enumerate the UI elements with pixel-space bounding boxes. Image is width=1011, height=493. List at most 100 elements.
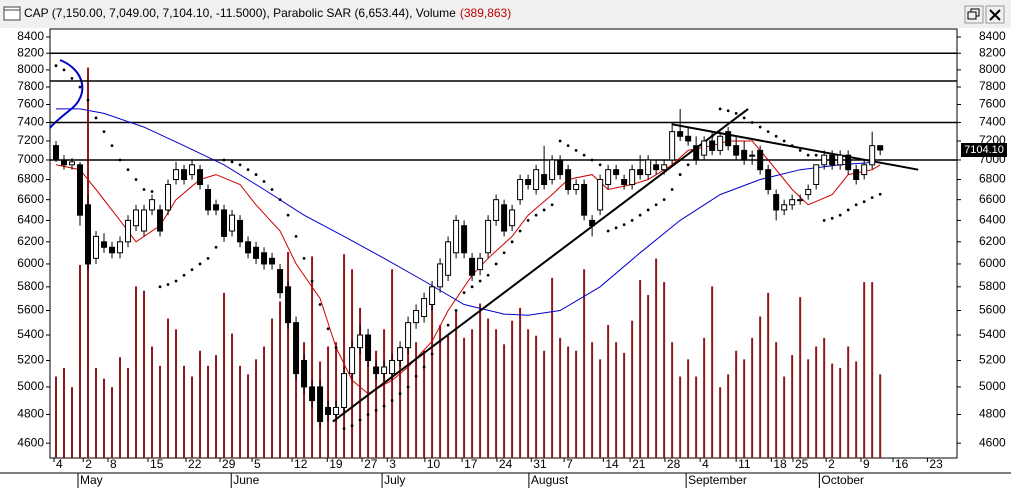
sar-dot [726,109,730,113]
volume-bar [255,359,258,458]
candle-body [501,204,508,232]
sar-dot [270,188,274,191]
volume-bar [759,316,762,458]
volume-bar [751,337,754,458]
candle-body [309,386,316,402]
sar-dot [94,116,98,120]
candle-body [405,322,412,349]
volume-bar [839,367,842,458]
y-tick-label-right: 7400 [979,115,1006,129]
title-bar [0,0,1011,28]
volume-bar [375,350,378,458]
y-tick-label: 7200 [17,133,44,147]
sar-dot [598,163,602,167]
y-tick-label-right: 5000 [979,379,1006,393]
sar-dot [798,148,802,152]
candle-body [141,209,148,232]
volume-bar [695,376,698,458]
volume-bar [263,346,266,458]
sar-dot [822,219,826,222]
trendline [671,123,919,171]
candle-body [845,154,852,171]
volume-bar [599,359,602,458]
sar-dot [838,213,842,217]
close-button[interactable] [985,5,1005,24]
candle-body [109,246,116,254]
y-tick-label: 8200 [17,45,44,59]
volume-bar [383,329,386,458]
volume-bar [55,376,58,458]
candle-body [493,199,500,221]
sar-dot [358,418,362,422]
candle-body [149,199,156,211]
sar-dot [630,219,634,222]
restore-button[interactable] [964,5,984,24]
x-tick-label: 16 [895,457,909,471]
candle-body [365,334,372,361]
sar-dot [254,173,258,176]
sar-dot [422,365,426,369]
volume-bar [551,277,554,458]
sar-dot [142,188,146,191]
sar-dot [78,85,82,89]
sar-dot [446,323,450,327]
volume-bar [543,350,546,458]
candle-body [653,164,660,171]
x-tick-label: 8 [110,457,117,471]
y-tick-label-right: 7800 [979,79,1006,93]
month-label: August [531,473,569,487]
sar-dot [862,200,866,204]
candle-body [453,219,460,254]
x-tick-label: 19 [329,457,343,471]
y-tick-label: 6400 [17,213,44,227]
candle-body [341,373,348,408]
sar-dot [662,198,666,202]
y-tick-label-right: 5800 [979,279,1006,293]
candle-body [693,145,700,161]
candle-body [77,164,84,216]
candle-body [269,257,276,265]
y-tick-label: 6200 [17,234,44,248]
x-tick-label: 23 [929,457,943,471]
sar-dot [414,374,418,378]
candle-body [181,169,188,181]
candle-body [701,140,708,156]
sar-dot [430,352,434,356]
sar-dot [134,178,138,181]
volume-bar [519,307,522,458]
y-tick-label: 5200 [17,353,44,367]
restore-icon[interactable] [967,11,977,20]
candle-body [509,209,516,227]
sar-dot [510,240,514,244]
y-tick-label: 5400 [17,327,44,341]
y-tick-label-right: 6600 [979,192,1006,206]
close-icon[interactable] [989,9,1001,21]
x-tick-label: 11 [738,457,751,471]
candle-body [709,140,716,151]
sar-dot [158,285,162,289]
sar-dot [54,64,58,68]
candle-body [525,179,532,185]
x-tick-label: 27 [364,457,378,471]
candle-body [229,214,236,232]
volume-bar [183,365,186,458]
x-tick-label: 22 [188,457,202,471]
candle-body [853,169,860,181]
y-tick-label: 6000 [17,256,44,270]
x-tick-label: 29 [222,457,236,471]
y-tick-label-right: 8200 [979,45,1006,59]
volume-bar [583,269,586,458]
volume-bar [687,359,690,458]
volume-bar [79,264,82,458]
volume-bar [863,282,866,458]
candle-body [605,169,612,185]
sar-dot [670,188,674,191]
candle-body [557,159,564,176]
x-tick-label: 5 [254,457,261,471]
volume-bar [111,387,114,458]
candle-body [413,309,420,324]
volume-bar [215,355,218,458]
candle-body [581,183,588,216]
volume-bar [279,301,282,458]
last-price-label: 7104.10 [964,144,1004,156]
